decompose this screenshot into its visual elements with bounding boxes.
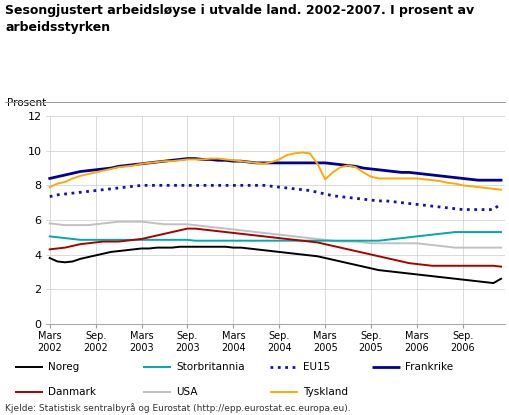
- Text: Danmark: Danmark: [48, 387, 96, 397]
- Text: Storbritannia: Storbritannia: [176, 362, 244, 372]
- Text: Kjelde: Statistisk sentralbyrå og Eurostat (http://epp.eurostat.ec.europa.eu).: Kjelde: Statistisk sentralbyrå og Eurost…: [5, 403, 350, 413]
- Text: Frankrike: Frankrike: [405, 362, 453, 372]
- Text: Sesongjustert arbeidsløyse i utvalde land. 2002-2007. I prosent av
arbeidsstyrke: Sesongjustert arbeidsløyse i utvalde lan…: [5, 4, 473, 34]
- Text: Prosent: Prosent: [7, 98, 46, 108]
- Text: Tyskland: Tyskland: [303, 387, 348, 397]
- Text: EU15: EU15: [303, 362, 330, 372]
- Text: USA: USA: [176, 387, 197, 397]
- Text: Noreg: Noreg: [48, 362, 79, 372]
